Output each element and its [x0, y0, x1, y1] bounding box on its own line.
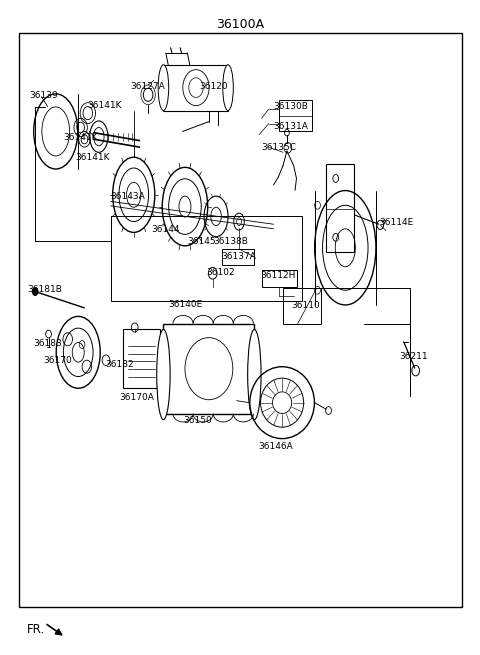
Text: 36170: 36170 [43, 356, 72, 365]
Text: 36120: 36120 [199, 83, 228, 92]
Text: 36182: 36182 [105, 360, 133, 369]
Text: 36211: 36211 [399, 352, 428, 362]
Bar [279, 100, 312, 132]
Bar [222, 249, 254, 265]
Text: 36150: 36150 [183, 416, 212, 425]
Text: 36102: 36102 [206, 268, 235, 277]
Text: 36127A: 36127A [130, 83, 165, 92]
Ellipse shape [248, 329, 261, 420]
Bar [326, 164, 354, 252]
Bar [123, 329, 160, 388]
Text: 36181B: 36181B [27, 285, 62, 294]
Text: 36100A: 36100A [216, 18, 264, 31]
Text: 36183: 36183 [33, 339, 62, 348]
Bar [262, 270, 298, 287]
Text: 36138B: 36138B [214, 236, 249, 246]
Bar [111, 216, 302, 301]
Text: 36141K: 36141K [75, 153, 109, 162]
Bar [283, 288, 322, 324]
Text: 36139: 36139 [29, 91, 58, 100]
Text: 36140E: 36140E [168, 300, 203, 309]
Text: 36144: 36144 [152, 225, 180, 234]
Ellipse shape [157, 329, 170, 420]
Text: 36143A: 36143A [111, 193, 145, 201]
Ellipse shape [223, 65, 233, 111]
Bar [19, 33, 462, 607]
Bar [163, 65, 228, 111]
Text: 36146A: 36146A [258, 442, 293, 451]
Text: 36137A: 36137A [221, 252, 256, 261]
Text: 36110: 36110 [292, 301, 321, 310]
Text: 36112H: 36112H [260, 271, 296, 280]
Text: 36145: 36145 [187, 236, 216, 246]
Text: FR.: FR. [27, 623, 45, 636]
Text: 36141K: 36141K [63, 134, 97, 142]
Circle shape [32, 288, 38, 295]
Bar [163, 324, 254, 414]
Text: 36141K: 36141K [87, 101, 121, 110]
Ellipse shape [158, 65, 168, 111]
Text: 36170A: 36170A [120, 393, 154, 402]
Text: 36131A: 36131A [274, 122, 308, 131]
Text: 36135C: 36135C [262, 143, 297, 151]
Text: 36114E: 36114E [379, 218, 413, 227]
Text: 36130B: 36130B [274, 102, 308, 111]
